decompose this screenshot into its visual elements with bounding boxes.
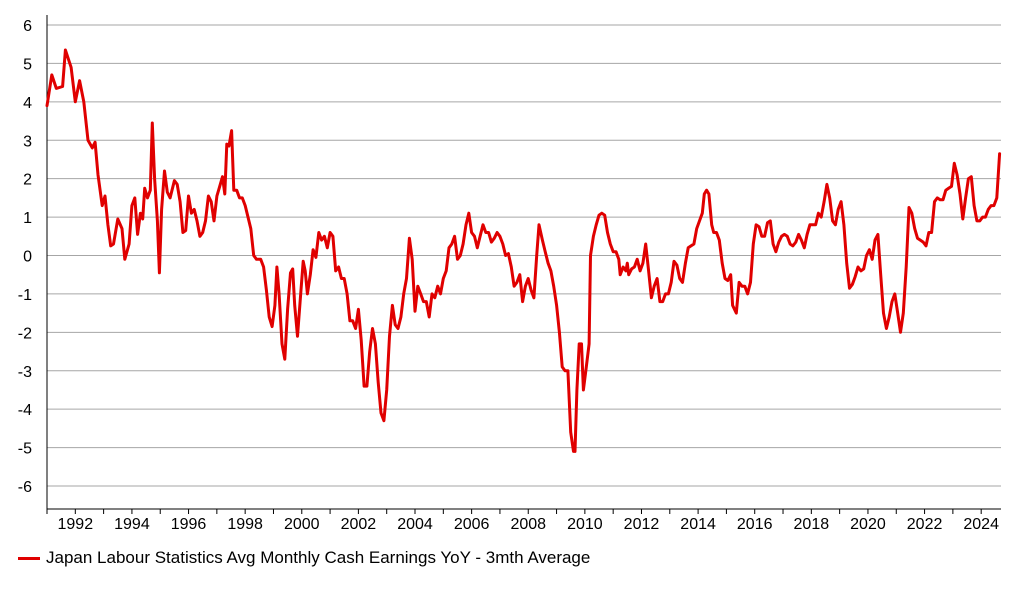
y-tick-label: -5 xyxy=(18,441,32,458)
x-tick-label: 2012 xyxy=(624,516,660,533)
x-tick-label: 1998 xyxy=(227,516,263,533)
x-tick-label: 2004 xyxy=(397,516,433,533)
y-tick-label: 3 xyxy=(23,133,32,150)
x-tick-label: 2010 xyxy=(567,516,603,533)
x-tick-label: 2016 xyxy=(737,516,773,533)
x-tick-label: 2008 xyxy=(510,516,546,533)
legend: Japan Labour Statistics Avg Monthly Cash… xyxy=(18,548,590,568)
x-tick-label: 2002 xyxy=(341,516,377,533)
y-tick-label: 1 xyxy=(23,210,32,227)
y-tick-label: -1 xyxy=(18,287,32,304)
y-tick-label: 0 xyxy=(23,249,32,266)
x-tick-label: 2020 xyxy=(850,516,886,533)
x-tick-label: 1994 xyxy=(114,516,150,533)
y-tick-label: 2 xyxy=(23,172,32,189)
x-tick-label: 1996 xyxy=(171,516,207,533)
legend-swatch xyxy=(18,556,40,560)
x-tick-label: 2018 xyxy=(794,516,830,533)
y-axis-tick-labels: 6 5 4 3 2 1 0 -1 -2 -3 -4 -5 -6 xyxy=(18,18,32,496)
x-axis-ticks xyxy=(46,509,982,514)
y-tick-label: 5 xyxy=(23,56,32,73)
x-tick-label: 2006 xyxy=(454,516,490,533)
y-tick-label: -6 xyxy=(18,479,32,496)
series-layer xyxy=(45,48,1002,453)
y-tick-label: 6 xyxy=(23,18,32,35)
axes xyxy=(46,15,1001,510)
legend-label: Japan Labour Statistics Avg Monthly Cash… xyxy=(46,548,591,567)
y-tick-label: -4 xyxy=(18,402,32,419)
x-axis-tick-labels: 1992 1994 1996 1998 2000 2002 2004 2006 2008 2010… xyxy=(58,516,1000,533)
x-tick-label: 2024 xyxy=(963,516,999,533)
series-line xyxy=(45,48,1002,453)
x-tick-label: 2014 xyxy=(680,516,716,533)
grid-lines xyxy=(47,24,1001,487)
x-tick-label: 2000 xyxy=(284,516,320,533)
y-tick-label: -3 xyxy=(18,364,32,381)
y-tick-label: 4 xyxy=(23,95,32,112)
x-tick-label: 1992 xyxy=(58,516,94,533)
y-tick-label: -2 xyxy=(18,325,32,342)
x-tick-label: 2022 xyxy=(907,516,943,533)
